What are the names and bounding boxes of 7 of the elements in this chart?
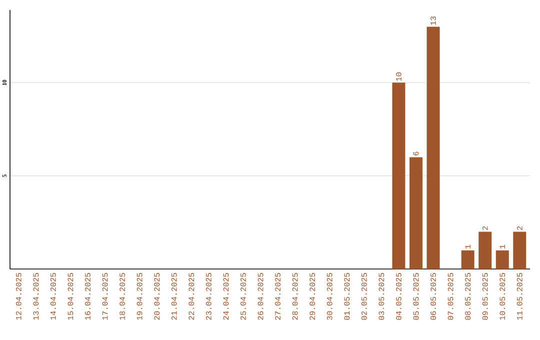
bar — [392, 82, 406, 269]
bar — [478, 232, 492, 269]
bar — [409, 157, 422, 269]
bar — [426, 26, 440, 269]
bar — [496, 250, 509, 269]
bar — [513, 232, 526, 269]
bar — [461, 250, 474, 269]
